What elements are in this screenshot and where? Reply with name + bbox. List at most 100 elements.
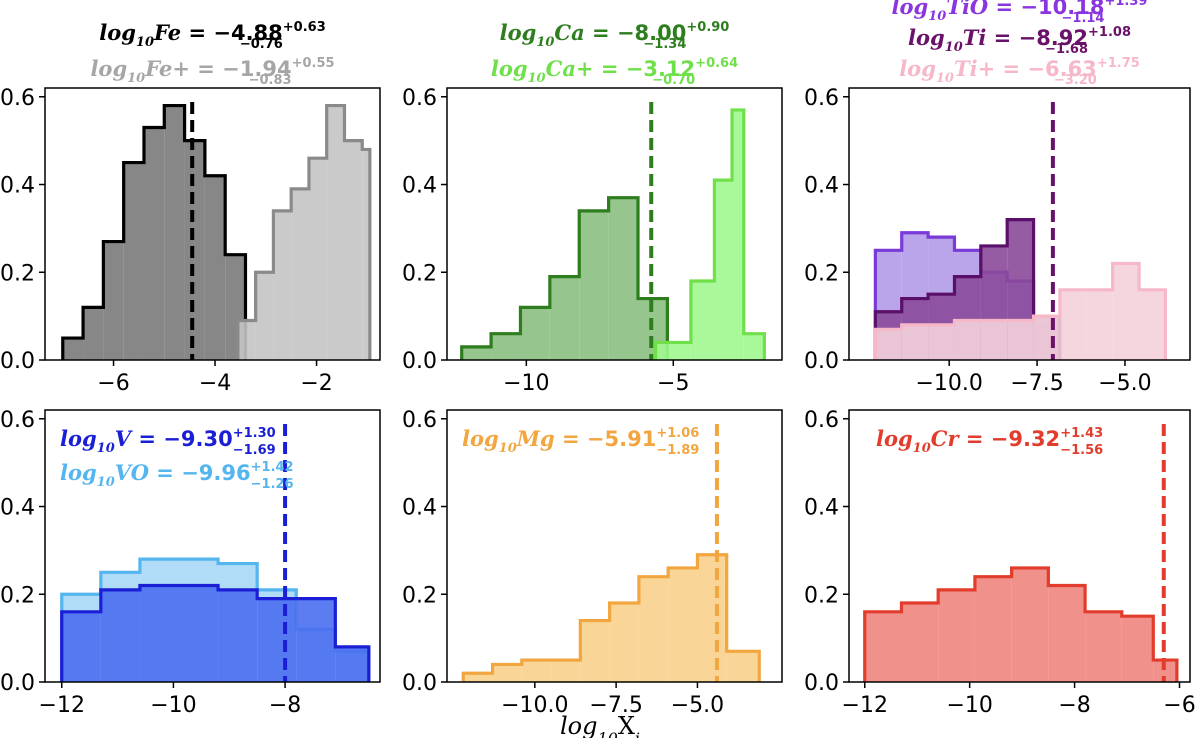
bar-fe-0-3	[123, 162, 144, 360]
bar-mg-0-1	[492, 664, 522, 682]
figure-xlabel: log10Xi	[560, 712, 640, 738]
outline-cr-0	[863, 566, 1179, 682]
ytick-label-ti-3: 0.6	[804, 86, 839, 111]
bar-mg-0-4	[580, 620, 610, 682]
xtick-label-ti-0: −10.0	[915, 371, 982, 396]
bar-ca-1-2	[714, 180, 733, 360]
xtick-label-ca-1: −5	[657, 371, 689, 396]
annotation-ca-0: log10Ca = −8.00+0.90 −1.34	[500, 20, 730, 52]
axes-frame-cr	[848, 409, 1191, 683]
bar-ti-2-5	[1007, 320, 1034, 360]
xtick-label-fe-0: −6	[97, 371, 129, 396]
axes-frame-ca	[446, 87, 783, 361]
bar-ti-2-6	[1033, 316, 1060, 360]
xtick-label-mg-0: −10.0	[501, 693, 568, 718]
bar-ca-1-4	[743, 333, 765, 360]
ytick-label-mg-2: 0.4	[402, 496, 437, 521]
ytick-label-mg-1: 0.2	[402, 583, 437, 608]
ytick-label-ca-3: 0.6	[402, 86, 437, 111]
bar-fe-1-1	[255, 272, 274, 360]
bar-ti-2-10	[1139, 289, 1166, 360]
series-v-v	[60, 583, 371, 682]
series-cr-cr	[863, 566, 1179, 682]
annotation-ca-1: log10Ca+ = −3.12+0.64 −0.70	[491, 56, 738, 88]
bar-fe-1-2	[273, 210, 292, 360]
ytick-label-fe-3: 0.6	[0, 86, 35, 111]
bar-ca-0-3	[549, 276, 580, 360]
bar-cr-0-6	[1085, 611, 1122, 682]
annotation-mg-0: log10Mg = −5.91+1.06 −1.89	[462, 426, 699, 458]
bar-v-1-2	[139, 585, 179, 682]
bar-fe-0-1	[83, 307, 104, 360]
bar-ca-1-0	[655, 342, 691, 360]
axes-frame-ti	[848, 87, 1191, 361]
bar-fe-0-2	[103, 241, 124, 360]
panel-ca: 0.0 0.2 0.4 0.6 −10 −5 log10Ca = −8.00+0.90 −1.…	[402, 20, 783, 396]
xtick-label-v-1: −10	[150, 693, 196, 718]
bar-v-1-6	[296, 598, 336, 682]
xtick-label-v-2: −8	[269, 693, 301, 718]
axes-frame-fe	[44, 87, 381, 361]
outline-ca-0	[460, 196, 669, 360]
axes-frame-v	[44, 409, 381, 683]
ytick-label-cr-2: 0.4	[804, 496, 839, 521]
ytick-label-cr-3: 0.6	[804, 408, 839, 433]
bar-fe-1-6	[344, 140, 363, 360]
bar-fe-0-4	[143, 127, 165, 360]
bar-fe-0-6	[184, 140, 205, 360]
series-ti-ti-ion	[873, 261, 1167, 360]
ytick-label-v-1: 0.2	[0, 583, 35, 608]
series-fe-fe	[61, 103, 248, 360]
series-ca-ca	[460, 196, 669, 360]
xtick-label-v-0: −12	[39, 693, 85, 718]
bar-fe-1-4	[308, 158, 327, 360]
bar-mg-0-7	[668, 567, 698, 682]
bar-fe-1-7	[362, 149, 370, 360]
annotation-ti-2: log10Ti+ = −6.63+1.75 −3.20	[899, 56, 1140, 88]
bar-cr-0-1	[901, 603, 939, 682]
bar-ca-0-2	[520, 307, 550, 360]
bar-fe-0-0	[62, 338, 84, 360]
ytick-label-ti-0: 0.0	[804, 349, 839, 374]
bar-cr-0-5	[1048, 585, 1086, 682]
series-ca-ca-ion	[654, 108, 766, 360]
bar-v-1-3	[179, 585, 219, 682]
panel-ti: 0.0 0.2 0.4 0.6 −10.0 −7.5 −5.0 log10TiO = −10.…	[804, 0, 1191, 396]
ytick-label-v-3: 0.6	[0, 408, 35, 433]
panels-group: 0.0 0.2 0.4 0.6 −6 −4 −2 log10Fe = −4.88+0.63 −0…	[0, 0, 1196, 718]
annotation-ti-0: log10TiO = −10.18+1.39 −1.14	[892, 0, 1148, 26]
xtick-label-mg-1: −7.5	[589, 693, 642, 718]
bar-ca-0-0	[461, 346, 492, 360]
outline-ca-1	[654, 108, 766, 360]
bar-v-1-0	[61, 611, 101, 682]
ytick-label-ti-2: 0.4	[804, 174, 839, 199]
xtick-label-ti-1: −7.5	[1010, 371, 1063, 396]
xtick-label-cr-1: −10	[946, 693, 992, 718]
bar-mg-0-2	[521, 660, 552, 682]
xtick-label-mg-2: −5.0	[671, 693, 724, 718]
bar-ti-2-3	[954, 320, 981, 360]
xtick-label-cr-3: −6	[1163, 693, 1195, 718]
ytick-label-cr-0: 0.0	[804, 671, 839, 696]
annotation-fe-1: log10Fe+ = −1.94+0.55 −0.83	[90, 56, 334, 88]
ytick-label-ti-1: 0.2	[804, 261, 839, 286]
bar-fe-1-5	[326, 105, 345, 360]
bar-ti-2-1	[901, 324, 929, 360]
annotation-ti-1: log10Ti = −8.92+1.08 −1.68	[908, 25, 1131, 57]
xtick-label-ti-2: −5.0	[1098, 371, 1151, 396]
bar-ca-1-1	[690, 281, 715, 360]
xtick-label-cr-2: −8	[1058, 693, 1090, 718]
ytick-label-cr-1: 0.2	[804, 583, 839, 608]
bar-cr-0-0	[864, 611, 902, 682]
bar-ti-2-2	[928, 324, 955, 360]
annotation-fe-0: log10Fe = −4.88+0.63 −0.76	[99, 20, 326, 52]
bar-mg-0-8	[697, 554, 727, 682]
bar-cr-0-2	[938, 589, 975, 682]
bar-mg-0-9	[726, 651, 760, 682]
bar-mg-0-3	[551, 660, 581, 682]
bar-ti-2-7	[1059, 289, 1087, 360]
annotation-v-1: log10VO = −9.96+1.42 −1.26	[60, 460, 294, 492]
bar-ca-0-4	[579, 210, 609, 360]
bar-cr-0-8	[1153, 660, 1177, 682]
